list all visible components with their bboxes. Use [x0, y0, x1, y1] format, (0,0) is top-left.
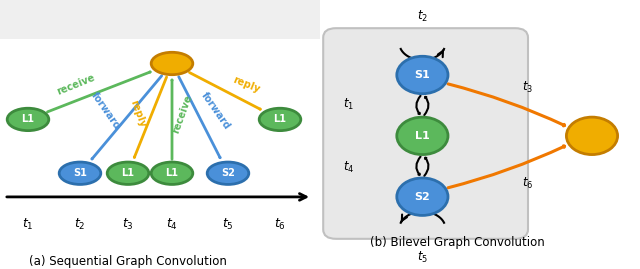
- Text: Subordinate: Subordinate: [160, 15, 236, 28]
- Text: $t_1$: $t_1$: [22, 217, 34, 232]
- Circle shape: [189, 18, 246, 25]
- Text: receive: receive: [170, 93, 194, 135]
- Circle shape: [107, 162, 149, 185]
- Text: $t_2$: $t_2$: [417, 9, 428, 24]
- Text: L1: L1: [122, 168, 134, 178]
- Text: $t_4$: $t_4$: [166, 217, 178, 232]
- Text: $t_6$: $t_6$: [274, 217, 286, 232]
- Text: L1: L1: [273, 114, 287, 125]
- Text: $t_1$: $t_1$: [343, 97, 355, 112]
- Text: L1: L1: [415, 131, 430, 141]
- Text: S1: S1: [73, 168, 87, 178]
- Circle shape: [0, 18, 51, 25]
- Circle shape: [151, 162, 193, 185]
- Text: $t_5$: $t_5$: [222, 217, 234, 232]
- Text: forward: forward: [200, 90, 232, 131]
- Circle shape: [59, 162, 101, 185]
- FancyBboxPatch shape: [323, 28, 528, 239]
- Text: (b) Bilevel Graph Convolution: (b) Bilevel Graph Convolution: [370, 236, 545, 249]
- Circle shape: [207, 162, 249, 185]
- Text: Leader: Leader: [64, 15, 107, 28]
- Circle shape: [397, 56, 448, 94]
- Circle shape: [90, 18, 147, 25]
- Circle shape: [151, 52, 193, 75]
- Text: L1: L1: [166, 168, 179, 178]
- Text: forward: forward: [90, 90, 122, 131]
- Circle shape: [259, 108, 301, 131]
- Text: $t_5$: $t_5$: [417, 250, 428, 265]
- Text: S2: S2: [415, 192, 430, 202]
- Text: $t_4$: $t_4$: [343, 160, 355, 175]
- Text: reply: reply: [129, 99, 148, 129]
- Circle shape: [566, 117, 618, 155]
- Text: Me: Me: [259, 15, 278, 28]
- Text: $t_6$: $t_6$: [522, 176, 534, 191]
- Text: $t_2$: $t_2$: [74, 217, 86, 232]
- Text: S1: S1: [415, 70, 430, 80]
- Text: $t_3$: $t_3$: [522, 80, 534, 95]
- Circle shape: [397, 117, 448, 155]
- Circle shape: [7, 108, 49, 131]
- Text: (a) Sequential Graph Convolution: (a) Sequential Graph Convolution: [29, 255, 227, 268]
- Text: $t_3$: $t_3$: [122, 217, 134, 232]
- Text: L1: L1: [22, 114, 35, 125]
- Text: receive: receive: [56, 73, 97, 97]
- Text: reply: reply: [231, 75, 261, 95]
- Circle shape: [397, 178, 448, 215]
- Text: S2: S2: [221, 168, 235, 178]
